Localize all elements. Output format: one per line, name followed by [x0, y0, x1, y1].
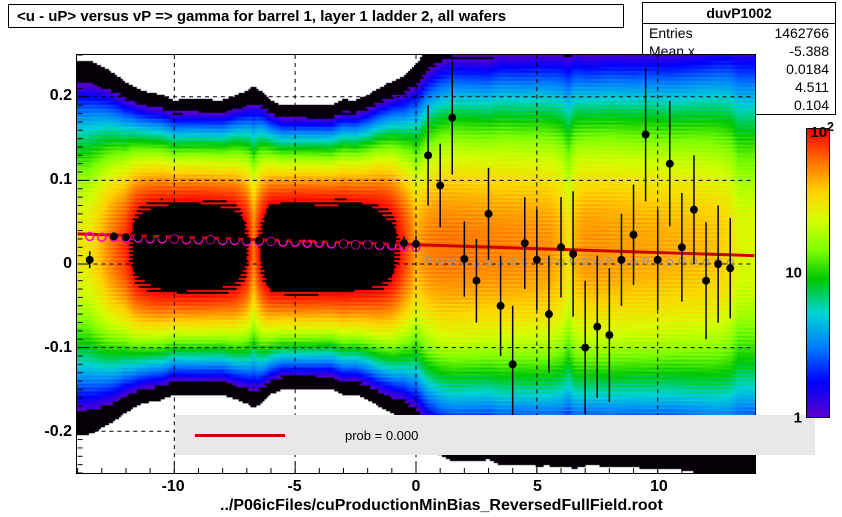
colorbar-tick-label: 1 [794, 410, 802, 427]
legend-box: prob = 0.000 [175, 415, 815, 455]
legend-fit-line-icon [195, 434, 285, 437]
y-tick-label: 0.1 [12, 171, 72, 189]
y-tick-label: -0.2 [12, 423, 72, 441]
y-tick-label: 0 [12, 255, 72, 273]
stats-row-entries: Entries 1462766 [643, 24, 835, 42]
colorbar-canvas [807, 129, 829, 417]
root-chart: { "title": "<u - uP> versus vP => gamma … [0, 0, 842, 517]
colorbar [806, 128, 830, 418]
stats-name: duvP1002 [643, 3, 835, 24]
heatmap-canvas [77, 55, 755, 473]
stats-value: -5.388 [789, 42, 829, 60]
chart-title-text: <u - uP> versus vP => gamma for barrel 1… [17, 8, 506, 25]
x-tick-label: -5 [287, 478, 301, 496]
colorbar-exp-sup: 2 [827, 120, 834, 134]
plot-area: prob = 0.000 [76, 54, 756, 474]
x-tick-label: 0 [412, 478, 421, 496]
stats-label: Entries [649, 24, 693, 42]
x-tick-label: 5 [533, 478, 542, 496]
y-tick-label: 0.2 [12, 87, 72, 105]
stats-value: 0.104 [794, 96, 829, 114]
footer-filepath: ../P06icFiles/cuProductionMinBias_Revers… [220, 497, 663, 515]
chart-title: <u - uP> versus vP => gamma for barrel 1… [8, 4, 624, 28]
x-tick-label: 10 [650, 478, 668, 496]
stats-value: 4.511 [795, 78, 829, 96]
colorbar-exp-base: 10 [810, 124, 827, 141]
colorbar-tick-label: 10 [785, 265, 802, 282]
stats-value: 0.0184 [786, 60, 829, 78]
y-tick-label: -0.1 [12, 339, 72, 357]
colorbar-top-exp: 102 [810, 120, 834, 141]
x-tick-label: -10 [162, 478, 185, 496]
legend-prob-label: prob = 0.000 [345, 428, 418, 443]
stats-value: 1462766 [774, 24, 829, 42]
